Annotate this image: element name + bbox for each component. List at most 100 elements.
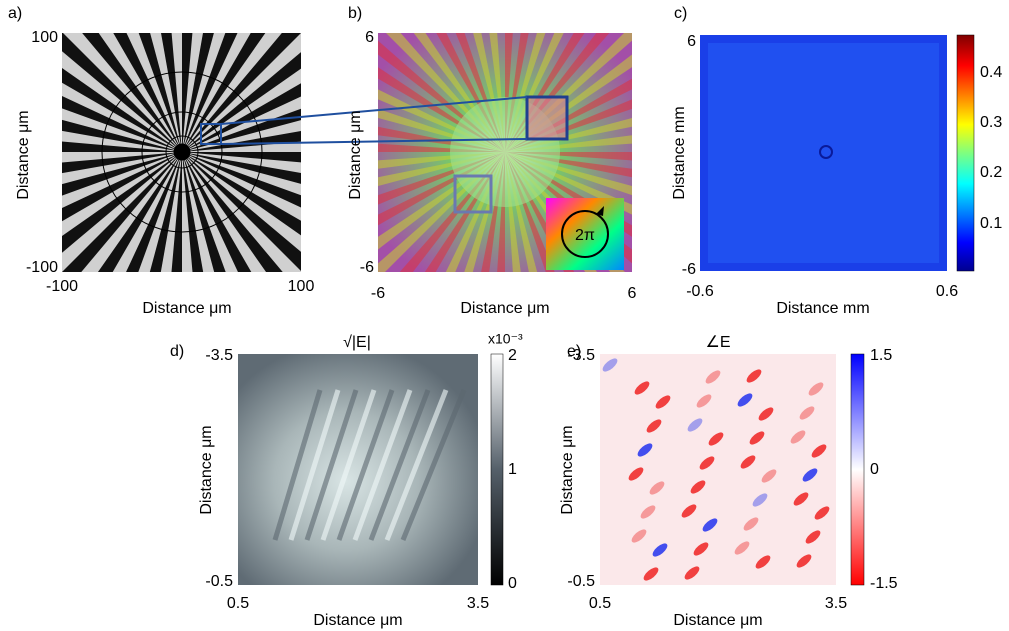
panel-d-text: d) √|E| -3.5 -0.5 0.5 3.5 Distance μm Di… — [170, 331, 523, 630]
shape — [743, 517, 759, 531]
zoom-line — [220, 96, 528, 125]
x-tick-label: -6 — [371, 285, 385, 302]
shape — [62, 152, 182, 272]
shape — [796, 554, 812, 568]
shape — [505, 135, 632, 152]
shape — [652, 543, 668, 557]
shape — [182, 131, 301, 152]
inset-box — [453, 174, 493, 214]
shape — [497, 152, 505, 272]
shape — [384, 389, 449, 541]
y-axis-label: Distance μm — [559, 425, 576, 514]
shape — [705, 370, 721, 384]
x-tick-label: 100 — [288, 278, 315, 295]
shape — [761, 469, 777, 483]
shape — [182, 152, 301, 163]
shape — [687, 418, 703, 432]
image-a — [62, 33, 301, 272]
x-tick-label: -100 — [46, 278, 78, 295]
panel-b-text: b) 6 -6 -6 6 Distance μm Distance μm 2π — [347, 5, 636, 317]
inset-box — [525, 95, 569, 141]
shape — [696, 394, 712, 408]
shape — [320, 389, 377, 541]
ring — [173, 143, 191, 161]
shape — [646, 419, 662, 433]
x-axis-label: Distance mm — [776, 300, 869, 317]
panel-c-text: c) 6 -6 -0.6 0.6 Distance mm Distance mm… — [671, 5, 1002, 317]
y-tick-label: -0.5 — [567, 573, 595, 590]
shape — [336, 389, 395, 541]
y-tick-label: -100 — [26, 259, 58, 276]
shape — [304, 389, 359, 541]
image-d — [238, 354, 478, 585]
shape — [634, 381, 650, 395]
panel-title: ∠E — [705, 334, 730, 351]
colorbar — [490, 353, 504, 586]
colorbar — [956, 34, 975, 272]
image-c-inner — [708, 43, 939, 263]
shape — [808, 382, 824, 396]
feature — [819, 145, 833, 159]
colorbar-tick: 2 — [508, 347, 517, 364]
shape — [681, 504, 697, 518]
colorbar-tick: 0.2 — [980, 164, 1002, 181]
stripes — [272, 389, 467, 541]
shape — [505, 152, 521, 272]
shape — [811, 444, 827, 458]
x-axis-label: Distance μm — [460, 300, 549, 317]
zoom-line — [220, 138, 528, 145]
shape — [182, 33, 266, 152]
shape — [182, 152, 301, 271]
shape — [643, 567, 659, 581]
shape — [708, 432, 724, 446]
colorbar-tick: 1 — [508, 461, 517, 478]
x-tick-label: 0.5 — [589, 595, 611, 612]
shape — [182, 152, 226, 272]
colorbar-tick: -1.5 — [870, 575, 898, 592]
shape — [62, 152, 182, 222]
y-tick-label: -3.5 — [567, 347, 595, 364]
y-axis-label: Distance μm — [347, 110, 364, 199]
panel-a-text: a) 100 -100 -100 100 Distance μm Distanc… — [8, 5, 314, 317]
shape — [182, 33, 301, 152]
shape — [489, 33, 505, 152]
shape — [684, 566, 700, 580]
shape — [126, 152, 182, 272]
colorbar-scale: x10⁻³ — [488, 331, 523, 347]
panel-label: d) — [170, 343, 184, 360]
y-axis-label: Distance μm — [198, 425, 215, 514]
shape — [288, 389, 341, 541]
shape — [749, 431, 765, 445]
colorbar-tick: 0.4 — [980, 64, 1002, 81]
colorbar-tick: 0.1 — [980, 215, 1002, 232]
shape — [655, 395, 671, 409]
x-axis-label: Distance μm — [313, 612, 402, 629]
shape — [814, 506, 830, 520]
image-b — [378, 33, 632, 272]
shape — [631, 529, 647, 543]
y-tick-label: -6 — [360, 259, 374, 276]
shape — [805, 530, 821, 544]
panel-title: √|E| — [343, 334, 371, 351]
y-tick-label: -3.5 — [205, 347, 233, 364]
shape — [182, 152, 301, 236]
x-tick-label: 3.5 — [467, 595, 489, 612]
shape — [752, 493, 768, 507]
x-tick-label: 0.6 — [936, 283, 958, 300]
shape — [436, 33, 505, 152]
shape — [699, 456, 715, 470]
shape — [628, 467, 644, 481]
y-tick-label: -6 — [682, 261, 696, 278]
shape — [161, 33, 182, 152]
shape — [62, 152, 182, 174]
shape — [400, 389, 467, 541]
shape — [737, 393, 753, 407]
shape — [378, 143, 505, 152]
shape — [62, 152, 182, 196]
colorbar-tick: 1.5 — [870, 347, 892, 364]
shape — [113, 33, 182, 152]
shape — [62, 141, 182, 152]
panel-label: e) — [567, 343, 581, 360]
shape — [352, 389, 413, 541]
